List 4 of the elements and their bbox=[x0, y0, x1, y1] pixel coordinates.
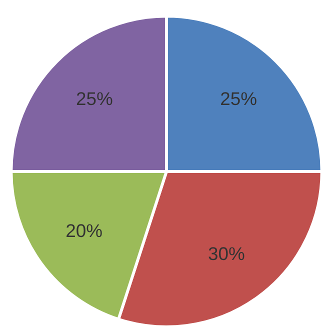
data-label: 25% bbox=[220, 88, 258, 110]
data-label: 20% bbox=[66, 220, 102, 242]
data-label: 25% bbox=[76, 88, 113, 110]
data-label: 30% bbox=[208, 242, 245, 264]
